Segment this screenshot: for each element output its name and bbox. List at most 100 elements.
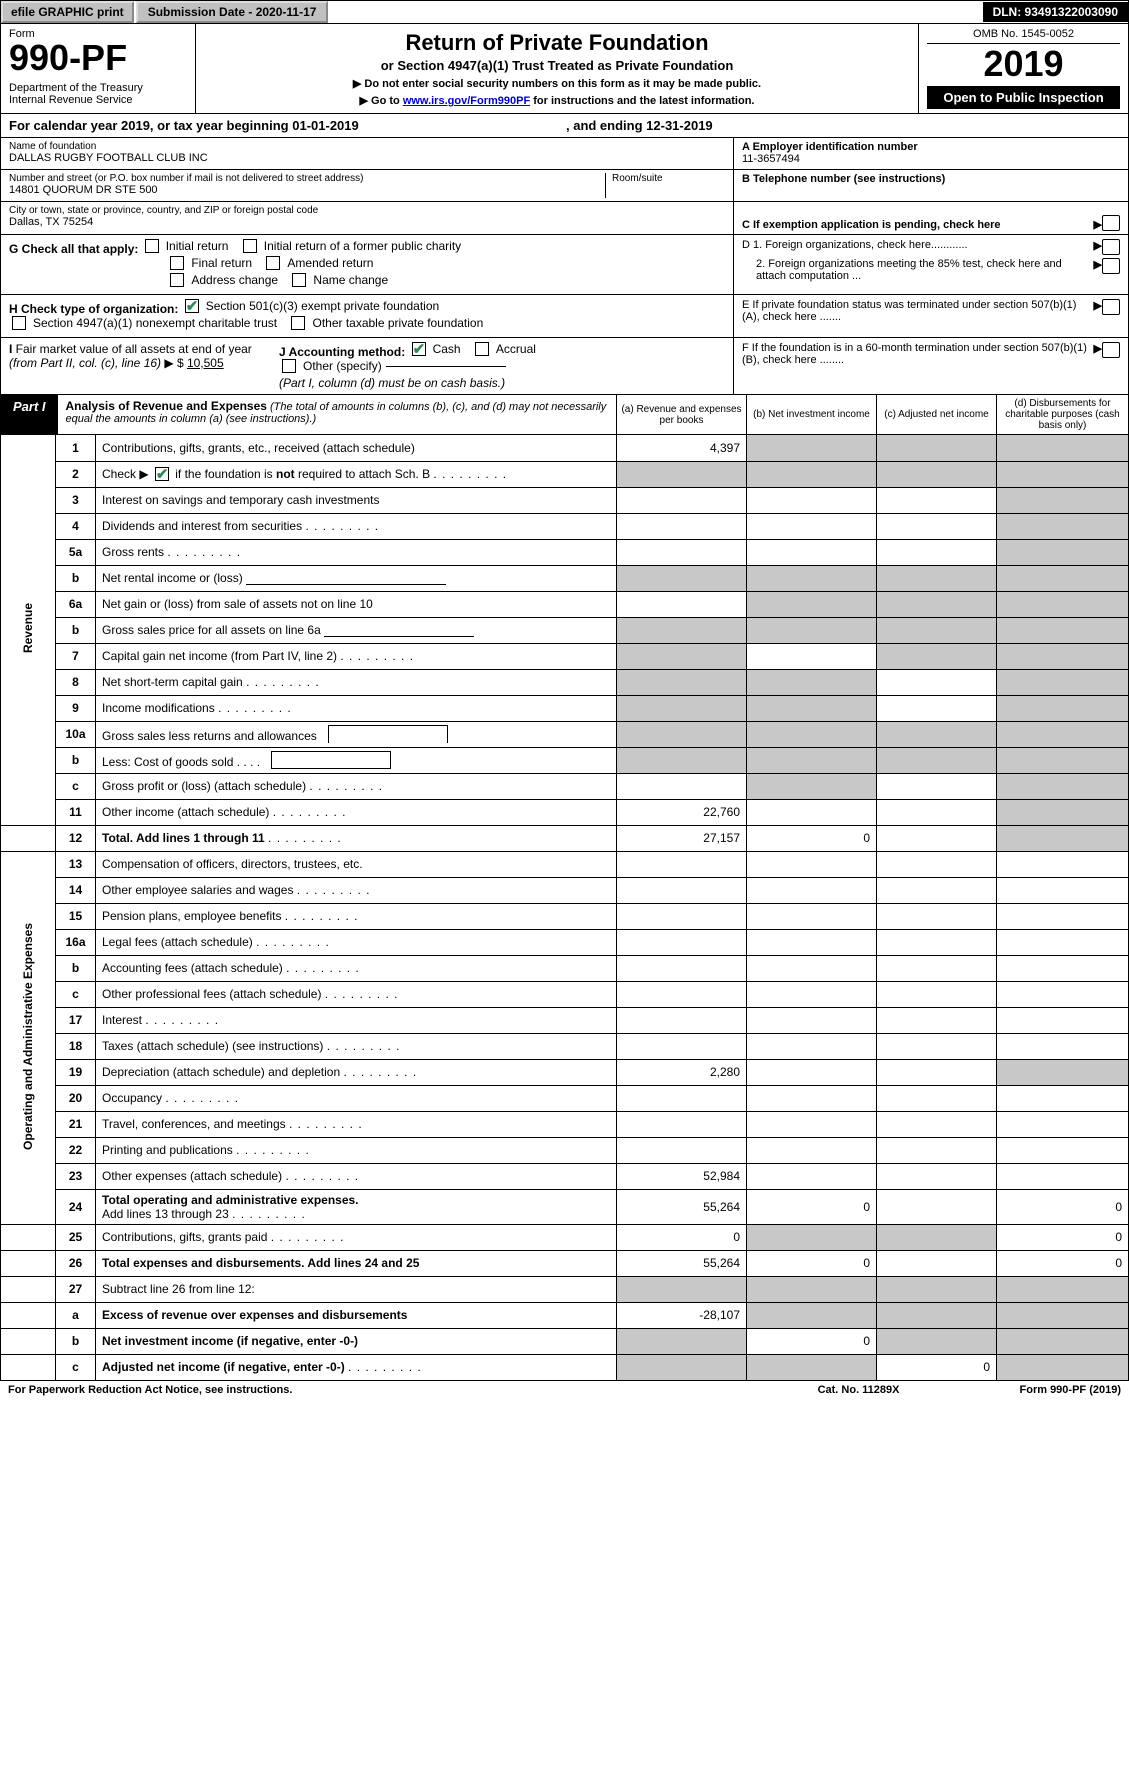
table-row: cGross profit or (loss) (attach schedule… xyxy=(1,773,1129,799)
table-row: 11Other income (attach schedule) 22,760 xyxy=(1,799,1129,825)
revenue-section-label: Revenue xyxy=(21,603,35,653)
cell: 27,157 xyxy=(617,825,747,851)
line-desc: Other professional fees (attach schedule… xyxy=(96,981,617,1007)
line-no: 18 xyxy=(56,1033,96,1059)
cell: 22,760 xyxy=(617,799,747,825)
cb-4947[interactable] xyxy=(12,316,26,330)
cb-accrual[interactable] xyxy=(475,342,489,356)
table-row: bGross sales price for all assets on lin… xyxy=(1,617,1129,643)
line-desc: Other expenses (attach schedule) xyxy=(96,1163,617,1189)
table-row: bNet rental income or (loss) xyxy=(1,565,1129,591)
line-desc: Other employee salaries and wages xyxy=(96,877,617,903)
cb-e[interactable] xyxy=(1102,299,1120,315)
h-row: H Check type of organization: Section 50… xyxy=(0,295,1129,338)
table-row: 5aGross rents xyxy=(1,539,1129,565)
efile-button[interactable]: efile GRAPHIC print xyxy=(1,1,134,23)
table-row: 26Total expenses and disbursements. Add … xyxy=(1,1250,1129,1276)
line-no: 21 xyxy=(56,1111,96,1137)
cb-cash[interactable] xyxy=(412,342,426,356)
opt-name: Name change xyxy=(313,273,388,287)
line-desc: Other income (attach schedule) xyxy=(96,799,617,825)
opt-501c3: Section 501(c)(3) exempt private foundat… xyxy=(206,299,439,313)
d2-label: 2. Foreign organizations meeting the 85%… xyxy=(742,258,1094,282)
cal-begin: 01-01-2019 xyxy=(292,118,359,133)
line-desc: Legal fees (attach schedule) xyxy=(96,929,617,955)
line-desc: Total. Add lines 1 through 11 xyxy=(96,825,617,851)
col-a-header: (a) Revenue and expenses per books xyxy=(616,395,746,434)
line-no: 16a xyxy=(56,929,96,955)
opt-accrual: Accrual xyxy=(496,342,536,356)
line-desc: Subtract line 26 from line 12: xyxy=(96,1276,617,1302)
footer-mid: Cat. No. 11289X xyxy=(818,1384,900,1396)
line-no: 11 xyxy=(56,799,96,825)
line-no: 13 xyxy=(56,851,96,877)
table-row: 12Total. Add lines 1 through 11 27,1570 xyxy=(1,825,1129,851)
opt-amended: Amended return xyxy=(287,256,373,270)
cb-d1[interactable] xyxy=(1102,239,1120,255)
line-no: c xyxy=(56,773,96,799)
cell: 2,280 xyxy=(617,1059,747,1085)
line-desc: Accounting fees (attach schedule) xyxy=(96,955,617,981)
cb-other-taxable[interactable] xyxy=(291,316,305,330)
table-row: 25Contributions, gifts, grants paid 00 xyxy=(1,1224,1129,1250)
form-subtitle: or Section 4947(a)(1) Trust Treated as P… xyxy=(206,58,908,73)
cb-501c3[interactable] xyxy=(185,299,199,313)
line-desc: Capital gain net income (from Part IV, l… xyxy=(96,643,617,669)
cell: 0 xyxy=(747,825,877,851)
line-no: 15 xyxy=(56,903,96,929)
cb-amended[interactable] xyxy=(266,256,280,270)
cb-other-method[interactable] xyxy=(282,359,296,373)
line-desc: Interest on savings and temporary cash i… xyxy=(96,487,617,513)
e-label: E If private foundation status was termi… xyxy=(742,299,1094,323)
line-desc: Excess of revenue over expenses and disb… xyxy=(96,1302,617,1328)
city-label: City or town, state or province, country… xyxy=(9,205,725,216)
g-row: G Check all that apply: Initial return I… xyxy=(0,235,1129,295)
part1-header: Part I Analysis of Revenue and Expenses … xyxy=(0,395,1129,435)
cb-initial-former[interactable] xyxy=(243,239,257,253)
irs-link[interactable]: www.irs.gov/Form990PF xyxy=(403,95,530,107)
line-no: b xyxy=(56,955,96,981)
submission-date-button[interactable]: Submission Date - 2020-11-17 xyxy=(136,1,329,23)
d1-label: D 1. Foreign organizations, check here..… xyxy=(742,239,1094,251)
cell: 4,397 xyxy=(617,435,747,461)
line-desc: Taxes (attach schedule) (see instruction… xyxy=(96,1033,617,1059)
table-row: 14Other employee salaries and wages xyxy=(1,877,1129,903)
table-row: 9Income modifications xyxy=(1,695,1129,721)
opt-other-method: Other (specify) xyxy=(303,359,382,373)
cb-final[interactable] xyxy=(170,256,184,270)
opt-other: Other taxable private foundation xyxy=(312,316,483,330)
g-label: G Check all that apply: xyxy=(9,242,138,256)
part1-title: Analysis of Revenue and Expenses xyxy=(66,399,267,413)
cb-initial-return[interactable] xyxy=(145,239,159,253)
line-desc: Gross rents xyxy=(96,539,617,565)
cb-f[interactable] xyxy=(1102,342,1120,358)
table-row: cAdjusted net income (if negative, enter… xyxy=(1,1354,1129,1380)
cal-pre: For calendar year 2019, or tax year begi… xyxy=(9,118,292,133)
line-desc: Printing and publications xyxy=(96,1137,617,1163)
line-no: 26 xyxy=(56,1250,96,1276)
pending-checkbox[interactable] xyxy=(1102,215,1120,231)
table-row: 22Printing and publications xyxy=(1,1137,1129,1163)
cell: 55,264 xyxy=(617,1189,747,1224)
cell: 0 xyxy=(617,1224,747,1250)
cb-d2[interactable] xyxy=(1102,258,1120,274)
phone-label: B Telephone number (see instructions) xyxy=(742,173,1120,185)
table-row: Revenue 1Contributions, gifts, grants, e… xyxy=(1,435,1129,461)
cb-name-change[interactable] xyxy=(292,273,306,287)
table-row: aExcess of revenue over expenses and dis… xyxy=(1,1302,1129,1328)
table-row: 20Occupancy xyxy=(1,1085,1129,1111)
table-row: bNet investment income (if negative, ent… xyxy=(1,1328,1129,1354)
table-row: 21Travel, conferences, and meetings xyxy=(1,1111,1129,1137)
footer: For Paperwork Reduction Act Notice, see … xyxy=(0,1381,1129,1399)
j-label: J Accounting method: xyxy=(279,345,405,359)
cell: 55,264 xyxy=(617,1250,747,1276)
form-title: Return of Private Foundation xyxy=(206,30,908,56)
cb-schb[interactable] xyxy=(155,467,169,481)
line-no: 9 xyxy=(56,695,96,721)
line-no: 8 xyxy=(56,669,96,695)
cb-address[interactable] xyxy=(170,273,184,287)
opt-final: Final return xyxy=(191,256,252,270)
note-link: ▶ Go to www.irs.gov/Form990PF for instru… xyxy=(206,94,908,107)
j-note: (Part I, column (d) must be on cash basi… xyxy=(279,376,505,390)
cell: 0 xyxy=(997,1224,1129,1250)
